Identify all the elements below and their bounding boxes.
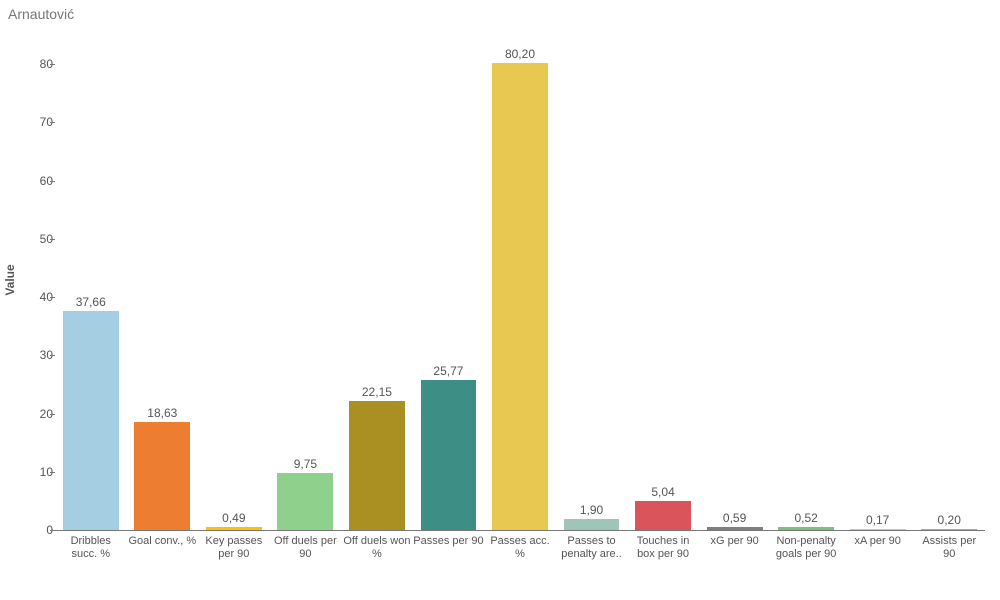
bar: 0,59 [707,527,763,530]
bar: 0,17 [850,529,906,530]
bar-value-label: 1,90 [564,503,620,517]
bar-value-label: 0,52 [778,511,834,525]
bar: 0,20 [921,529,977,530]
bar: 22,15 [349,401,405,530]
y-tick-mark [50,297,55,298]
bar: 0,52 [778,527,834,530]
bar-value-label: 0,59 [707,511,763,525]
bar-value-label: 80,20 [492,47,548,61]
x-tick-label: Assists per90 [913,535,985,560]
y-tick-mark [50,414,55,415]
y-tick-mark [50,355,55,356]
x-tick-label: Passes topenalty are.. [556,535,628,560]
x-tick-label: Dribblessucc. % [55,535,127,560]
x-tick-label: Passes acc. % [484,535,556,560]
bar-value-label: 0,49 [206,511,262,525]
y-axis-label: Value [3,264,17,295]
bar-value-label: 37,66 [63,295,119,309]
x-tick-label: Non-penaltygoals per 90 [770,535,842,560]
bar-value-label: 9,75 [277,457,333,471]
bar-value-label: 5,04 [635,485,691,499]
bar: 9,75 [277,473,333,530]
bar: 1,90 [564,519,620,530]
x-tick-label: Touches inbox per 90 [627,535,699,560]
bar-value-label: 22,15 [349,385,405,399]
bar: 0,49 [206,527,262,530]
chart-title: Arnautović [8,6,74,22]
x-tick-label: Passes per 90 [413,535,485,548]
bar-value-label: 0,17 [850,513,906,527]
bar-value-label: 25,77 [421,364,477,378]
y-tick-mark [50,181,55,182]
bar: 5,04 [635,501,691,530]
x-tick-label: xA per 90 [842,535,914,548]
x-tick-label: Goal conv., % [127,535,199,548]
bar-value-label: 0,20 [921,513,977,527]
y-tick-mark [50,530,55,531]
chart-plot-area: 37,66 18,63 0,49 9,75 22,15 25,77 80,20 1,90 5,0… [55,35,985,531]
bar: 80,20 [492,63,548,530]
y-tick-mark [50,239,55,240]
bar: 37,66 [63,311,119,530]
x-tick-label: Off duels per90 [270,535,342,560]
y-tick-mark [50,472,55,473]
x-tick-label: Off duels won% [341,535,413,560]
x-tick-label: xG per 90 [699,535,771,548]
y-tick-mark [50,64,55,65]
x-tick-label: Key passesper 90 [198,535,270,560]
bar: 18,63 [134,422,190,530]
y-tick-mark [50,122,55,123]
bar: 25,77 [421,380,477,530]
bar-value-label: 18,63 [134,406,190,420]
